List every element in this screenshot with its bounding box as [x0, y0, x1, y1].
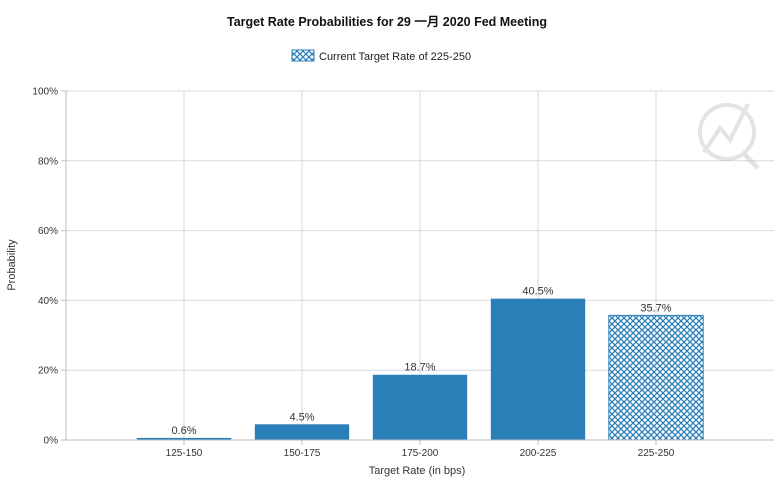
bar-175-200: [372, 374, 468, 440]
bar-225-250: [608, 314, 704, 441]
y-tick-label: 60%: [38, 226, 58, 237]
watermark-logo-icon: [698, 103, 760, 170]
x-axis-ticks: 125-150 150-175 175-200 200-225 225-250: [166, 440, 675, 459]
chart-title: Target Rate Probabilities for 29 一月 2020…: [227, 15, 547, 29]
data-label-225-250: 35.7%: [640, 302, 671, 314]
legend: Current Target Rate of 225-250: [291, 49, 471, 63]
y-tick-label: 0%: [44, 436, 59, 447]
x-tick-label: 175-200: [402, 448, 439, 459]
x-tick-label: 150-175: [284, 448, 321, 459]
y-axis-ticks: 0% 20% 40% 60% 80% 100%: [32, 87, 66, 447]
y-tick-label: 40%: [38, 296, 58, 307]
legend-label: Current Target Rate of 225-250: [319, 51, 471, 63]
y-tick-label: 20%: [38, 366, 58, 377]
x-tick-label: 125-150: [166, 448, 203, 459]
bar-150-175: [254, 424, 350, 440]
data-labels: 0.6% 4.5% 18.7% 40.5% 35.7%: [171, 286, 671, 437]
x-tick-label: 225-250: [638, 448, 675, 459]
y-tick-label: 80%: [38, 156, 58, 167]
bar-200-225: [490, 298, 586, 440]
x-tick-label: 200-225: [520, 448, 557, 459]
x-axis-title: Target Rate (in bps): [369, 465, 466, 477]
bar-125-150: [136, 437, 232, 440]
bars: [136, 298, 704, 441]
data-label-150-175: 4.5%: [289, 411, 314, 423]
data-label-200-225: 40.5%: [522, 286, 553, 298]
data-label-125-150: 0.6%: [171, 425, 196, 437]
y-axis-title: Probability: [6, 239, 18, 291]
legend-swatch: [291, 49, 315, 62]
y-tick-label: 100%: [32, 87, 58, 98]
data-label-175-200: 18.7%: [404, 362, 435, 374]
